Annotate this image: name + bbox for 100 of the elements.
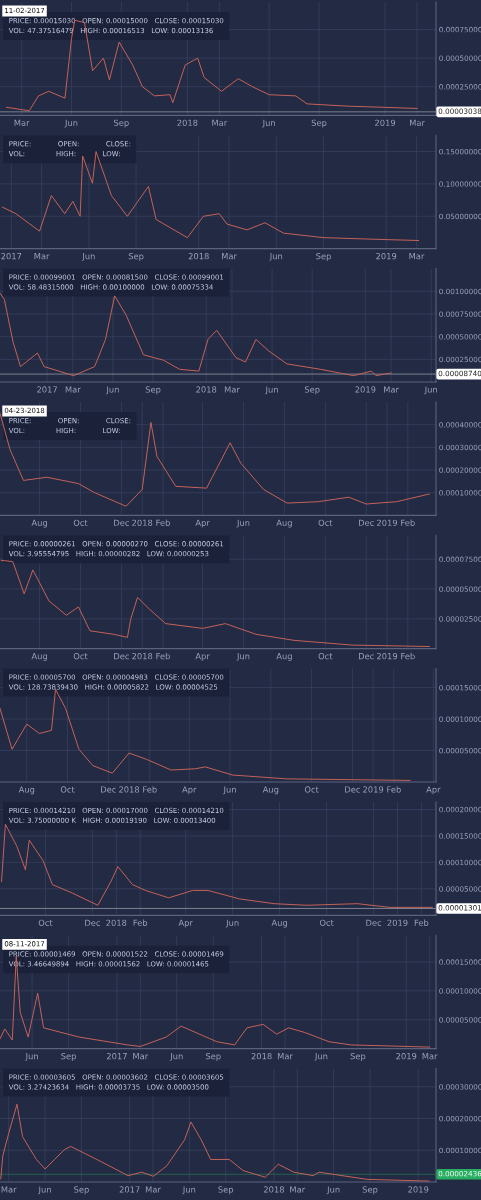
x-tick-label: 2019 — [377, 652, 398, 660]
x-tick-label: Feb — [387, 786, 401, 793]
x-tick-label: Dec — [345, 786, 360, 793]
x-tick-label: Mar — [409, 253, 425, 260]
x-tick-label: Mar — [224, 386, 240, 393]
x-tick-label: Mar — [145, 1186, 161, 1193]
x-tick-label: Mar — [277, 1053, 293, 1060]
x-tick-label: Mar — [410, 119, 425, 126]
x-tick-label: Oct — [318, 519, 333, 526]
line-series — [0, 559, 430, 648]
x-tick-label: Jun — [236, 519, 250, 528]
line-series — [0, 955, 431, 1048]
x-tick-label: Apr — [178, 919, 193, 928]
x-tick-label: Oct — [73, 519, 88, 526]
x-tick-label: 2018 — [119, 786, 140, 793]
x-tick-label: Dec — [114, 653, 129, 660]
x-tick-label: Sep — [145, 386, 161, 395]
x-tick-label: Feb — [414, 919, 429, 926]
line-series — [6, 19, 418, 112]
x-tick-label: Oct — [73, 652, 88, 660]
x-tick-label: Mar — [422, 1053, 438, 1060]
x-tick-label: Jun — [169, 1053, 183, 1061]
x-tick-label: 2018 — [177, 119, 198, 126]
x-tick-label: Jun — [81, 253, 95, 261]
x-tick-label: 2017 — [1, 252, 22, 260]
x-tick-label: Jun — [269, 253, 283, 261]
x-tick-label: 2019 — [363, 786, 384, 793]
x-tick-label: Oct — [60, 786, 75, 793]
x-tick-label: Sep — [61, 1052, 76, 1061]
x-tick-label: Oct — [38, 919, 53, 926]
x-tick-label: Aug — [276, 653, 292, 661]
x-tick-label: Sep — [205, 1052, 221, 1061]
x-tick-label: 2019 — [376, 252, 397, 260]
x-tick-label: Feb — [401, 652, 415, 660]
x-tick-label: Feb — [143, 786, 157, 793]
x-tick-label: 2017 — [37, 386, 57, 393]
x-tick-label: Jun — [326, 1186, 340, 1195]
x-tick-label: Mar — [1, 1186, 17, 1193]
x-tick-label: Aug — [31, 653, 47, 661]
line-series — [0, 412, 430, 507]
x-tick-label: 2019 — [408, 1186, 429, 1193]
x-tick-label: Apr — [426, 786, 441, 795]
x-tick-label: 2018 — [132, 519, 153, 526]
x-tick-label: Feb — [156, 652, 170, 660]
x-tick-label: Jun — [105, 386, 119, 395]
x-tick-label: Aug — [262, 786, 279, 795]
x-tick-label: Feb — [156, 519, 170, 526]
x-tick-label: Sep — [316, 252, 331, 261]
x-tick-label: 2018 — [106, 919, 127, 926]
x-tick-label: Apr — [195, 519, 210, 528]
x-tick-label: Dec — [358, 653, 374, 660]
x-tick-label: 2019 — [375, 119, 396, 126]
x-tick-label: 2019 — [377, 519, 398, 526]
x-tick-label: Dec — [85, 919, 100, 926]
x-tick-label: Dec — [366, 919, 382, 926]
x-tick-label: Sep — [74, 1186, 89, 1195]
x-tick-label: Jun — [225, 919, 239, 928]
x-tick-label: 2017 — [119, 1186, 140, 1193]
x-tick-label: 2019 — [387, 919, 408, 926]
x-tick-label: Jun — [262, 119, 275, 128]
x-tick-label: Oct — [319, 919, 334, 926]
x-tick-label: Jun — [424, 386, 438, 395]
x-tick-label: Jun — [38, 1186, 51, 1195]
x-tick-label: Mar — [384, 386, 399, 393]
x-tick-label: Sep — [128, 252, 144, 261]
x-tick-label: Sep — [218, 1186, 234, 1195]
x-tick-label: Apr — [182, 786, 197, 795]
x-tick-label: Jun — [25, 1053, 38, 1061]
x-tick-label: Oct — [304, 786, 319, 793]
x-tick-label: Dec — [358, 519, 374, 526]
x-tick-label: Feb — [133, 919, 148, 926]
x-tick-label: Jun — [236, 653, 250, 661]
x-tick-label: Dec — [114, 519, 129, 526]
x-tick-label: Mar — [290, 1186, 306, 1193]
x-tick-label: Mar — [222, 253, 237, 260]
x-tick-label: Aug — [31, 519, 47, 528]
x-tick-label: Jun — [64, 119, 78, 128]
x-tick-label: Mar — [34, 253, 50, 260]
x-tick-label: Apr — [195, 653, 210, 661]
x-tick-label: Mar — [14, 119, 30, 126]
x-tick-label: Jun — [223, 786, 236, 795]
x-tick-label: Feb — [401, 519, 415, 526]
x-tick-label: 2019 — [355, 386, 376, 393]
line-series — [1, 823, 433, 908]
x-tick-label: Mar — [212, 119, 228, 126]
x-tick-label: Sep — [114, 119, 129, 128]
x-tick-label: 2018 — [196, 386, 217, 393]
x-tick-label: 2018 — [132, 652, 153, 660]
x-tick-label: 2018 — [263, 1186, 284, 1193]
x-tick-label: Sep — [350, 1052, 366, 1061]
x-tick-label: 2019 — [396, 1052, 417, 1060]
x-tick-label: Aug — [276, 519, 292, 528]
x-tick-label: Aug — [271, 919, 287, 928]
line-series — [0, 688, 411, 781]
x-tick-label: 2018 — [251, 1052, 272, 1060]
x-tick-label: Mar — [65, 386, 81, 393]
line-series — [0, 292, 392, 377]
x-tick-label: Sep — [304, 386, 320, 395]
x-tick-label: Mar — [133, 1053, 149, 1060]
line-series — [2, 151, 420, 241]
